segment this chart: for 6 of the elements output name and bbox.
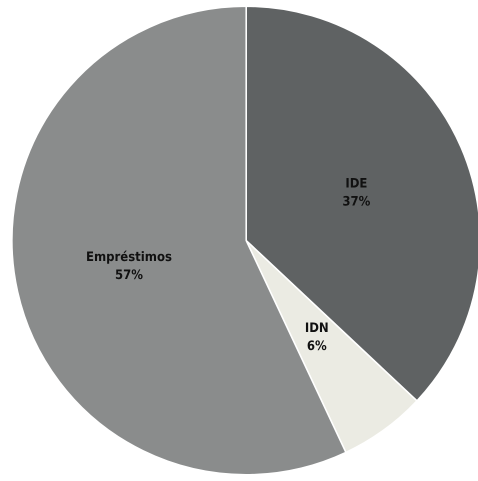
data-label: 37% — [342, 194, 371, 210]
data-label: 6% — [306, 339, 327, 354]
slice-label: IDN — [304, 321, 329, 336]
slice-label: Empréstimos — [86, 250, 172, 266]
slice-label: IDE — [345, 176, 368, 192]
data-label: 57% — [114, 268, 144, 284]
